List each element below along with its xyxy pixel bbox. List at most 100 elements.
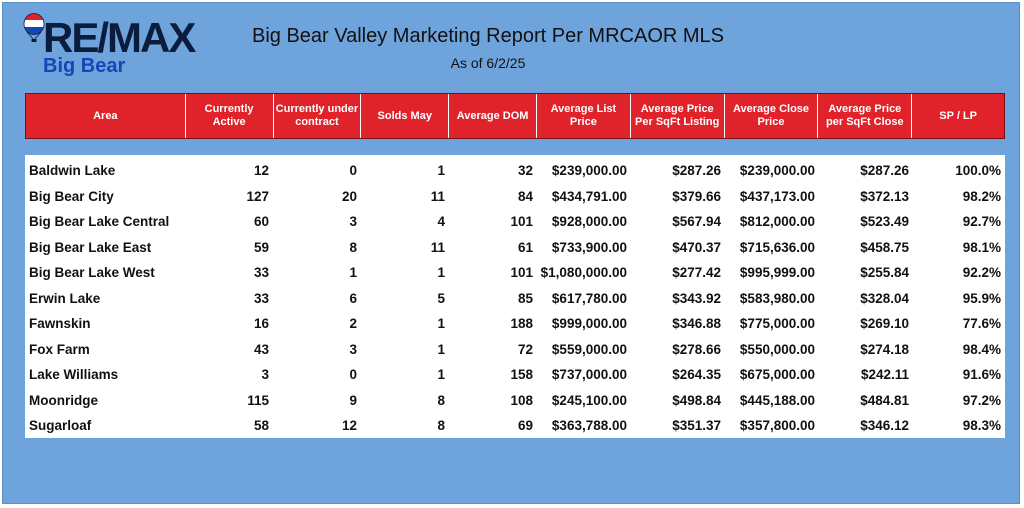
cell-sp-lp: 92.2% [962,265,1001,281]
table-row: Moonridge 115 9 8 108 $245,100.00 $498.84 $445,… [25,388,1005,414]
cell-currently-active: 59 [253,239,269,255]
cell-average-list-price: $928,000.00 [551,214,627,230]
cell-currently-active: 58 [253,418,269,434]
column-header-average-dom: Average DOM [449,94,537,138]
cell-solds-may: 5 [437,290,445,306]
table-row: Big Bear Lake Central 60 3 4 101 $928,000.00 $… [25,209,1005,235]
cell-price-sqft-close: $287.26 [860,163,909,179]
logo-subtitle: Big Bear [43,55,126,77]
cell-under-contract: 2 [349,316,357,332]
cell-average-close-price: $239,000.00 [739,163,815,179]
cell-average-dom: 101 [510,214,533,230]
cell-currently-active: 115 [247,392,269,408]
table-row: Fawnskin 16 2 1 188 $999,000.00 $346.88 $775,00… [25,311,1005,337]
table-body: Baldwin Lake 12 0 1 32 $239,000.00 $287.26 $239… [25,155,1005,438]
column-header-average-list-price: Average List Price [536,94,631,138]
table-row: Big Bear City 127 20 11 84 $434,791.00 $379.66… [25,184,1005,210]
cell-area: Big Bear Lake Central [29,214,170,230]
cell-average-close-price: $583,980.00 [739,290,815,306]
cell-price-sqft-listing: $379.66 [672,188,721,204]
cell-currently-active: 3 [261,367,269,383]
cell-average-list-price: $999,000.00 [551,316,627,332]
cell-average-dom: 69 [517,418,533,434]
cell-under-contract: 3 [349,341,357,357]
cell-sp-lp: 100.0% [955,163,1001,179]
column-header-solds-may: Solds May [361,94,450,138]
cell-average-list-price: $245,100.00 [551,392,627,408]
cell-under-contract: 3 [349,214,357,230]
cell-under-contract: 8 [349,239,357,255]
cell-price-sqft-listing: $498.84 [672,392,721,408]
cell-price-sqft-listing: $351.37 [672,418,721,434]
cell-area: Fawnskin [29,316,91,332]
cell-solds-may: 11 [430,188,445,204]
cell-solds-may: 8 [437,392,445,408]
cell-sp-lp: 98.4% [962,341,1001,357]
cell-price-sqft-listing: $287.26 [672,163,721,179]
table-row: Big Bear Lake West 33 1 1 101 $1,080,000.00 $2… [25,260,1005,286]
cell-sp-lp: 91.6% [962,367,1001,383]
cell-area: Erwin Lake [29,290,101,306]
cell-under-contract: 9 [349,392,357,408]
table-row: Big Bear Lake East 59 8 11 61 $733,900.00 $470… [25,235,1005,261]
cell-price-sqft-listing: $346.88 [672,316,721,332]
cell-price-sqft-listing: $343.92 [672,290,721,306]
cell-area: Sugarloaf [29,418,92,434]
cell-currently-active: 12 [253,163,269,179]
cell-price-sqft-close: $274.18 [860,341,909,357]
balloon-icon [23,13,45,42]
table-row: Sugarloaf 58 12 8 69 $363,788.00 $351.37 $357,8… [25,413,1005,439]
cell-price-sqft-close: $255.84 [860,265,909,281]
column-header-price-sqft-close: Average Price per SqFt Close [818,94,913,138]
logo-wordmark: RE/MAX [43,14,196,61]
cell-currently-active: 127 [246,188,269,204]
cell-solds-may: 1 [437,367,445,383]
cell-average-dom: 108 [510,392,533,408]
remax-logo: RE/MAX Big Bear [23,13,196,79]
cell-price-sqft-close: $328.04 [860,290,909,306]
cell-solds-may: 1 [437,316,445,332]
cell-average-close-price: $437,173.00 [739,188,815,204]
table-row: Lake Williams 3 0 1 158 $737,000.00 $264.35 $67… [25,362,1005,388]
cell-area: Big Bear Lake West [29,265,155,281]
cell-average-close-price: $995,999.00 [739,265,815,281]
cell-average-dom: 188 [510,316,533,332]
cell-average-list-price: $617,780.00 [551,290,627,306]
column-header-currently-active: Currently Active [185,94,274,138]
table-row: Baldwin Lake 12 0 1 32 $239,000.00 $287.26 $239… [25,158,1005,184]
cell-price-sqft-close: $458.75 [860,239,909,255]
cell-average-close-price: $812,000.00 [739,214,815,230]
cell-area: Fox Farm [29,341,90,357]
cell-average-dom: 32 [517,163,533,179]
cell-under-contract: 0 [349,163,357,179]
cell-average-dom: 101 [510,265,533,281]
cell-average-close-price: $357,800.00 [739,418,815,434]
cell-price-sqft-close: $242.11 [860,367,909,383]
cell-area: Baldwin Lake [29,163,116,179]
column-header-price-sqft-listing: Average Price Per SqFt Listing [630,94,725,138]
cell-price-sqft-listing: $278.66 [672,341,721,357]
cell-area: Moonridge [29,392,98,408]
cell-currently-active: 16 [253,316,269,332]
cell-sp-lp: 98.3% [962,418,1001,434]
cell-price-sqft-listing: $264.35 [672,367,721,383]
table-row: Fox Farm 43 3 1 72 $559,000.00 $278.66 $550,000… [25,337,1005,363]
cell-price-sqft-listing: $470.37 [672,239,721,255]
cell-average-list-price: $1,080,000.00 [540,265,627,281]
cell-average-close-price: $445,188.00 [739,392,815,408]
column-header-average-close-price: Average Close Price [724,94,819,138]
cell-sp-lp: 92.7% [962,214,1001,230]
cell-price-sqft-listing: $277.42 [672,265,721,281]
cell-solds-may: 8 [437,418,445,434]
cell-currently-active: 33 [253,290,269,306]
cell-sp-lp: 97.2% [962,392,1001,408]
cell-average-dom: 61 [517,239,533,255]
cell-average-list-price: $434,791.00 [551,188,627,204]
column-header-under-contract: Currently under contract [273,94,362,138]
cell-average-close-price: $715,636.00 [739,239,815,255]
cell-average-list-price: $239,000.00 [551,163,627,179]
cell-average-dom: 72 [517,341,533,357]
column-header-sp-lp: SP / LP [912,94,1005,138]
cell-average-dom: 84 [517,188,533,204]
